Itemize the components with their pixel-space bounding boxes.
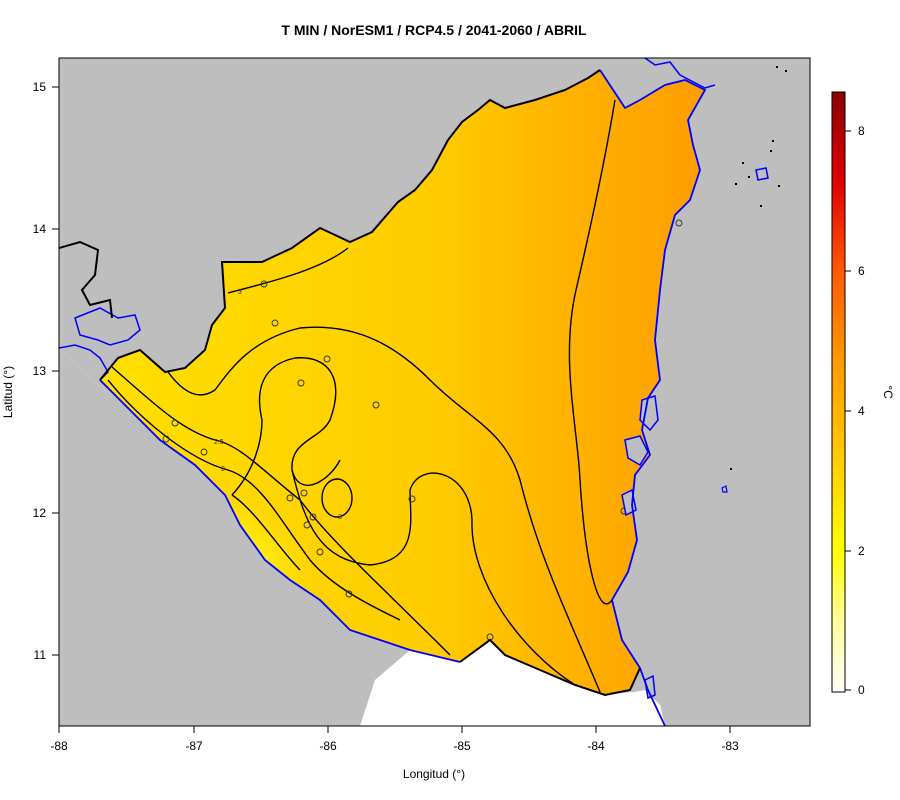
southwest-cool-zone — [100, 380, 460, 662]
x-tick-label: -83 — [721, 739, 739, 753]
plot-frame — [58, 57, 811, 727]
station-marker — [345, 590, 353, 598]
y-axis — [52, 86, 59, 656]
colorbar — [831, 91, 846, 693]
contour-line — [111, 366, 451, 656]
station-marker — [200, 448, 208, 456]
station-marker — [271, 319, 279, 327]
costa-rica-border — [459, 638, 641, 697]
station-marker — [309, 513, 317, 521]
contour-line — [167, 326, 601, 693]
station-marker — [408, 495, 416, 503]
northeast-coastline — [644, 58, 716, 89]
colorbar-tick-label: 6 — [858, 264, 865, 278]
station-marker — [323, 355, 331, 363]
y-tick-label: 11 — [34, 648, 47, 662]
x-axis — [58, 726, 731, 733]
station-marker — [300, 489, 308, 497]
corn-island — [755, 167, 769, 181]
station-marker — [675, 219, 683, 227]
colorbar-tick-label: 2 — [858, 544, 865, 558]
colorbar-label: °C — [881, 385, 895, 399]
colorbar-tick-label: 8 — [858, 124, 865, 138]
y-tick-label: 13 — [33, 364, 47, 378]
station-marker — [297, 379, 305, 387]
cays — [730, 66, 787, 470]
honduras-border — [99, 69, 601, 381]
y-tick-label: 14 — [33, 222, 47, 236]
station-marker — [260, 280, 268, 288]
station-marker — [162, 435, 170, 443]
colorbar-tick-label: 4 — [858, 404, 865, 418]
x-axis-label: Longitud (°) — [403, 767, 465, 781]
caribbean-coastline — [599, 69, 707, 726]
y-tick-label: 15 — [33, 80, 47, 94]
gulf-fonseca — [74, 307, 141, 346]
station-marker — [372, 401, 380, 409]
contour-label: 2 — [221, 466, 225, 473]
colorbar-tick-label: 0 — [858, 683, 865, 697]
contour-line — [258, 357, 341, 486]
y-axis-label: Latitud (°) — [1, 366, 15, 418]
contour-label: 2.5 — [214, 439, 224, 446]
contour-line — [321, 478, 353, 518]
contour-line — [231, 419, 263, 496]
contour-label: 3 — [238, 289, 242, 296]
station-marker — [171, 419, 179, 427]
station-marker — [286, 494, 294, 502]
stations — [162, 219, 683, 641]
contour-line — [568, 99, 616, 605]
x-tick-label: -87 — [185, 739, 203, 753]
masked-sea-west — [59, 348, 410, 726]
small-island — [721, 485, 728, 493]
station-marker — [316, 548, 324, 556]
contour-line — [231, 494, 301, 571]
y-tick-label: 12 — [33, 506, 47, 520]
station-marker — [303, 521, 311, 529]
contour-label: 3 — [338, 514, 342, 521]
plot-area: 3 2.5 2 3 — [59, 58, 810, 726]
pacific-coastline — [99, 379, 461, 663]
x-tick-label: -86 — [319, 739, 337, 753]
x-tick-label: -85 — [453, 739, 471, 753]
el-salvador-border — [59, 240, 113, 319]
contour-line — [291, 469, 576, 686]
contour-lines — [107, 99, 616, 693]
colorbar-ticks — [845, 130, 851, 691]
x-tick-label: -84 — [587, 739, 605, 753]
contour-line — [227, 247, 349, 294]
x-tick-label: -88 — [50, 739, 68, 753]
san-juan-delta — [644, 674, 656, 700]
bluefields-bay — [624, 435, 649, 467]
chart-title: T MIN / NorESM1 / RCP4.5 / 2041-2060 / A… — [281, 22, 587, 38]
